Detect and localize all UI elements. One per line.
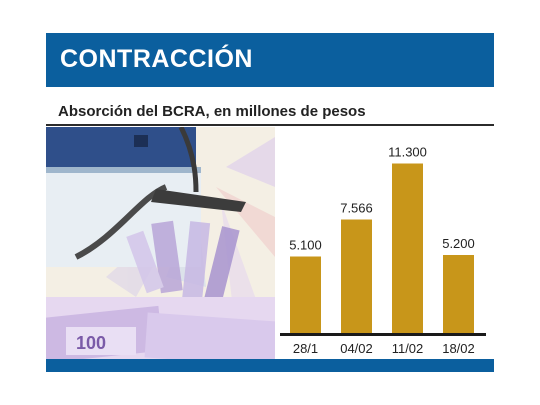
svg-text:100: 100	[76, 333, 106, 353]
chart-subtitle: Absorción del BCRA, en millones de pesos	[58, 103, 366, 120]
x-tick-label: 04/02	[340, 341, 373, 356]
x-tick-label: 11/02	[392, 341, 424, 356]
bar-28/1	[290, 256, 321, 333]
bar-value-label: 5.200	[442, 236, 475, 251]
bar-18/02	[443, 255, 474, 333]
header-title: CONTRACCIÓN	[60, 45, 253, 73]
bar-value-label: 7.566	[340, 201, 373, 216]
bar-value-label: 11.300	[388, 145, 427, 160]
x-axis-line	[280, 333, 486, 336]
bar-04/02	[341, 219, 372, 333]
bar-11/02	[392, 163, 423, 333]
title-rule	[46, 124, 494, 126]
bar-chart-svg: 5.100 28/1 7.566 04/02 11.300 11/02 5.200 18/02	[280, 145, 486, 356]
x-tick-label: 18/02	[442, 341, 475, 356]
x-tick-label: 28/1	[293, 341, 318, 356]
vacuum-money-photo-icon: 100	[46, 127, 275, 359]
bar-chart: 5.100 28/1 7.566 04/02 11.300 11/02 5.200 18/02	[276, 127, 494, 359]
bar-value-label: 5.100	[289, 238, 322, 253]
photo-illustration: 100	[46, 127, 275, 359]
header-band: CONTRACCIÓN	[46, 33, 494, 87]
footer-band	[46, 359, 494, 372]
